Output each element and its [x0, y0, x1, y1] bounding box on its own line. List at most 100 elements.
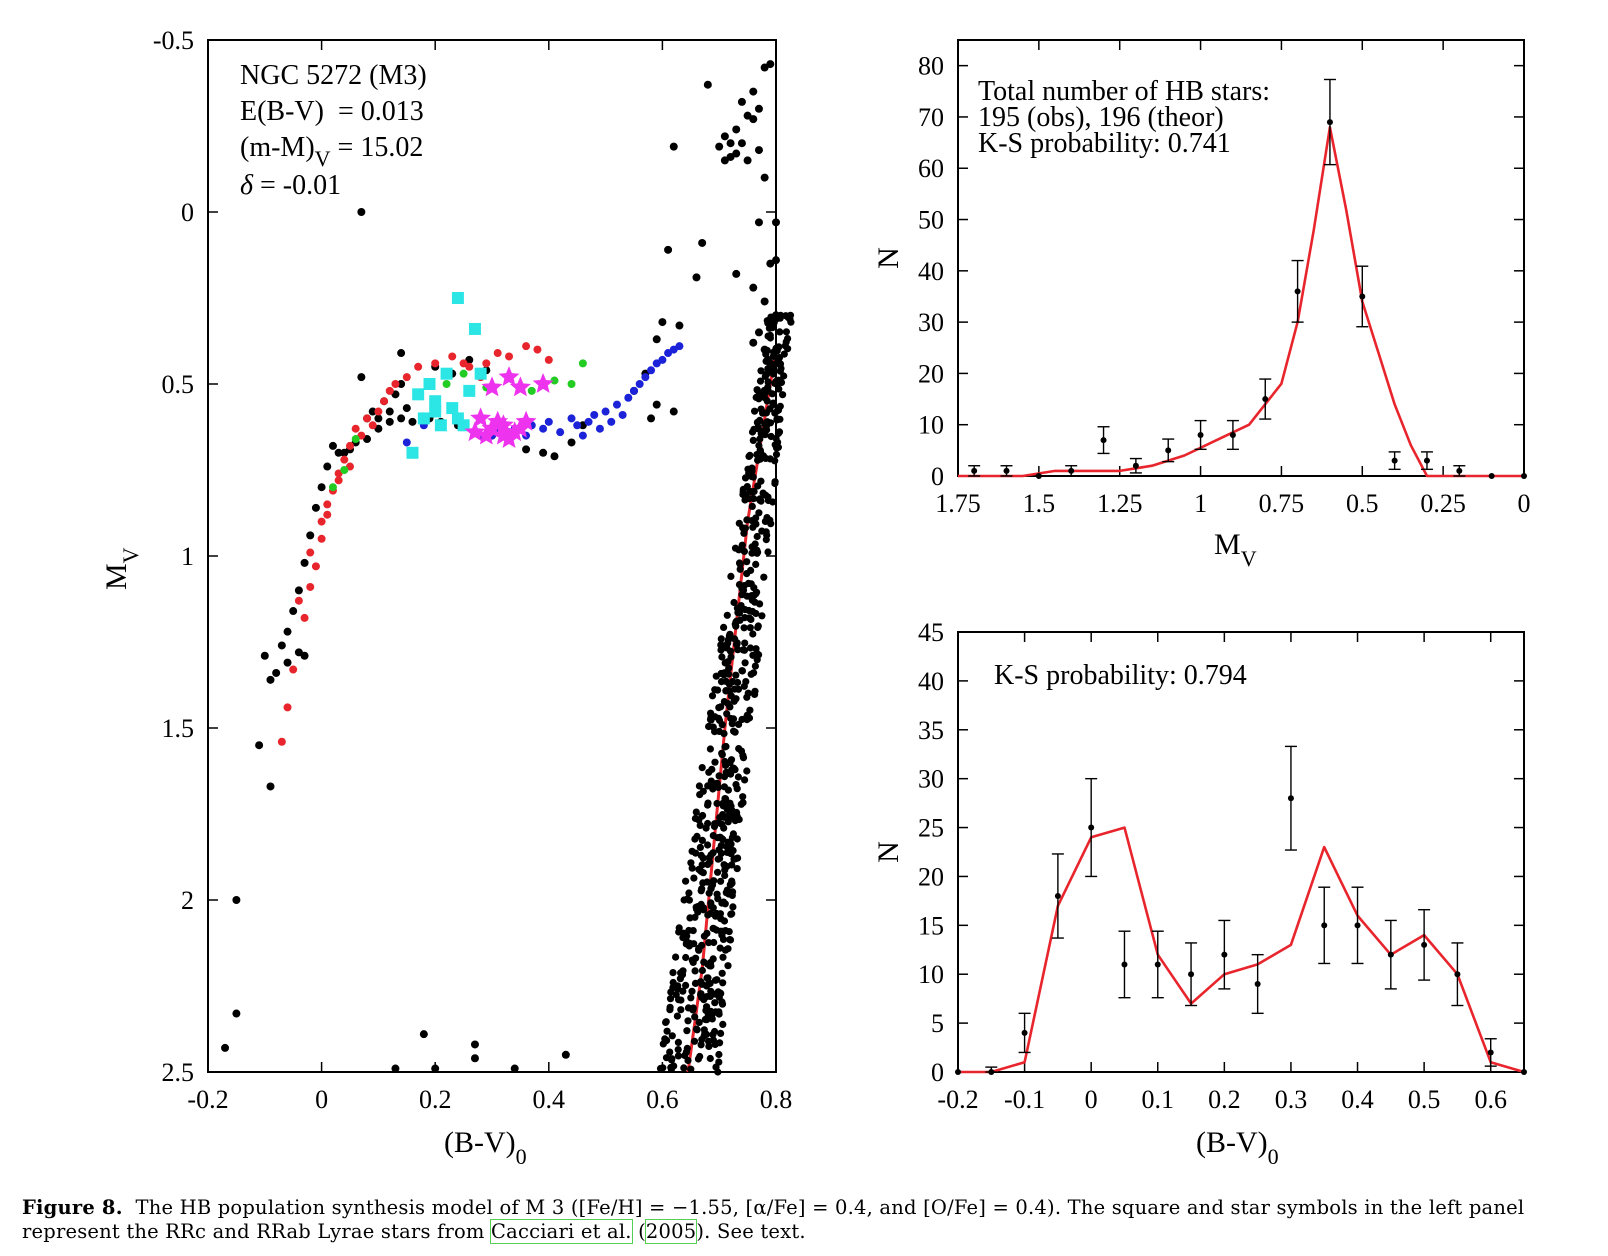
- cmd-rgb-star: [656, 1064, 665, 1073]
- cmd-rgb-star: [714, 895, 722, 903]
- cmd-rrc-square: [417, 412, 430, 425]
- cmd-point-hb_blue: [635, 380, 644, 388]
- cmd-rgb-star: [687, 859, 695, 867]
- mv-plot-frame: [957, 39, 1525, 477]
- mv-ytick-label: 40: [918, 257, 944, 286]
- cmd-rgb-star: [673, 1012, 682, 1020]
- cmd-rgb-star: [721, 871, 729, 880]
- cmd-point-rgb_black: [221, 1043, 230, 1052]
- bv-observed-point: [1454, 971, 1461, 978]
- cmd-rgb-star: [774, 443, 783, 451]
- mv-observed-point: [1100, 437, 1107, 444]
- bv-ytick-label: 35: [918, 716, 944, 745]
- cmd-point-rgb_red: [351, 424, 360, 433]
- cmd-rgb-star: [712, 926, 721, 934]
- citation-year-link[interactable]: 2005: [644, 1219, 698, 1244]
- cmd-point-rgb_black: [664, 245, 673, 254]
- bv-observed-point: [1221, 951, 1228, 958]
- cmd-rgb-star: [677, 1006, 685, 1014]
- cmd-rgb-star: [753, 418, 762, 426]
- cmd-rgb-star: [775, 343, 783, 351]
- cmd-point-rgb_red: [340, 455, 349, 464]
- cmd-rgb-star: [756, 435, 764, 443]
- mv-ytick-label: 50: [918, 206, 944, 235]
- cmd-point-hb_green: [550, 376, 559, 385]
- cmd-point-rgb_black: [272, 668, 281, 677]
- cmd-rgb-star: [705, 939, 713, 947]
- cmd-rgb-star: [727, 850, 735, 858]
- cmd-point-rgb_red: [300, 613, 309, 622]
- cmd-rgb-star: [708, 713, 716, 722]
- cmd-rgb-star: [696, 821, 704, 830]
- cmd-rgb-star: [675, 924, 683, 932]
- cmd-point-rgb_black: [675, 321, 684, 330]
- cmd-point-rgb_red: [505, 352, 514, 361]
- cmd-rgb-star: [764, 383, 772, 391]
- cmd-rgb-star: [751, 407, 759, 415]
- cmd-y-axis-title-sub: V: [118, 547, 143, 563]
- cmd-rgb-star: [764, 378, 772, 386]
- cmd-rgb-star: [735, 609, 744, 617]
- cmd-rgb-star: [751, 687, 759, 695]
- cmd-point-hb_blue: [612, 400, 621, 409]
- mv-annotation-2: 195 (obs), 196 (theor): [978, 102, 1224, 133]
- cmd-rgb-star: [663, 1027, 671, 1035]
- cmd-rgb-star: [754, 482, 762, 490]
- cmd-rgb-star: [731, 544, 740, 552]
- cmd-rgb-star: [688, 847, 696, 855]
- mv-ytick-label: 60: [918, 154, 944, 183]
- cmd-rgb-star: [733, 639, 741, 647]
- bv-xtick-label: 0.2: [1208, 1085, 1241, 1114]
- cmd-rgb-star: [677, 969, 685, 977]
- cmd-rgb-star: [722, 795, 730, 803]
- cmd-rgb-star: [691, 913, 699, 921]
- cmd-tick-labels: -0.2 0 0.2 0.4 0.6 0.8 -0.5 0 0.5 1 1.5 2 2.5: [153, 26, 792, 1114]
- cmd-rgb-star: [689, 927, 697, 935]
- cmd-rgb-star: [743, 558, 751, 566]
- cmd-rgb-star: [695, 1018, 703, 1026]
- cmd-rgb-star: [724, 962, 732, 970]
- mv-xtick-label: 0: [1518, 489, 1531, 518]
- cmd-rgb-star: [715, 772, 723, 780]
- cmd-rgb-star: [692, 905, 701, 913]
- cmd-point-rgb_black: [397, 349, 406, 358]
- cmd-rgb-star: [714, 1068, 722, 1076]
- cmd-rgb-star: [683, 895, 692, 903]
- cmd-rgb-star: [703, 929, 711, 938]
- cmd-rgb-star: [696, 843, 705, 852]
- cmd-rgb-star: [713, 976, 721, 984]
- cmd-point-hb_blue: [590, 410, 599, 419]
- cmd-point-rgb_red: [294, 596, 303, 605]
- cmd-rgb-star: [704, 1011, 712, 1019]
- cmd-rgb-star: [687, 1065, 695, 1073]
- cmd-rgb-star: [761, 517, 770, 526]
- mv-x-axis-title-sub: V: [1241, 546, 1257, 571]
- cmd-rgb-star: [724, 670, 733, 678]
- cmd-rrc-square: [412, 388, 425, 401]
- cmd-point-rgb_red: [533, 345, 542, 354]
- bv-xtick-label: 0.1: [1142, 1085, 1175, 1114]
- cmd-point-rgb_black: [567, 438, 576, 447]
- bv-observed-point: [1054, 893, 1061, 899]
- mv-xtick-label: 1.25: [1097, 489, 1143, 518]
- cmd-rgb-star: [784, 345, 792, 353]
- cmd-annotation-3-main: (m-M): [240, 132, 315, 163]
- cmd-point-rgb_black: [766, 359, 775, 368]
- cmd-rgb-star: [723, 710, 731, 718]
- cmd-point-rgb_black: [408, 417, 417, 426]
- citation-link[interactable]: Cacciari et al.: [490, 1219, 633, 1244]
- cmd-point-rgb_black: [283, 627, 292, 636]
- cmd-rgb-star: [714, 868, 722, 876]
- cmd-rgb-star: [722, 687, 730, 695]
- cmd-rgb-star: [728, 879, 736, 887]
- cmd-rgb-star: [689, 958, 697, 967]
- cmd-rgb-star: [696, 1052, 704, 1061]
- bv-ytick-label: 30: [918, 765, 944, 794]
- cmd-point-hb_green: [527, 386, 536, 395]
- cmd-rgb-star: [717, 877, 725, 885]
- cmd-point-rgb_black: [334, 448, 343, 457]
- cmd-rgb-star: [707, 958, 715, 967]
- cmd-rgb-star: [674, 985, 682, 993]
- cmd-rgb-star: [757, 367, 765, 375]
- cmd-point-rgb_red: [334, 476, 343, 485]
